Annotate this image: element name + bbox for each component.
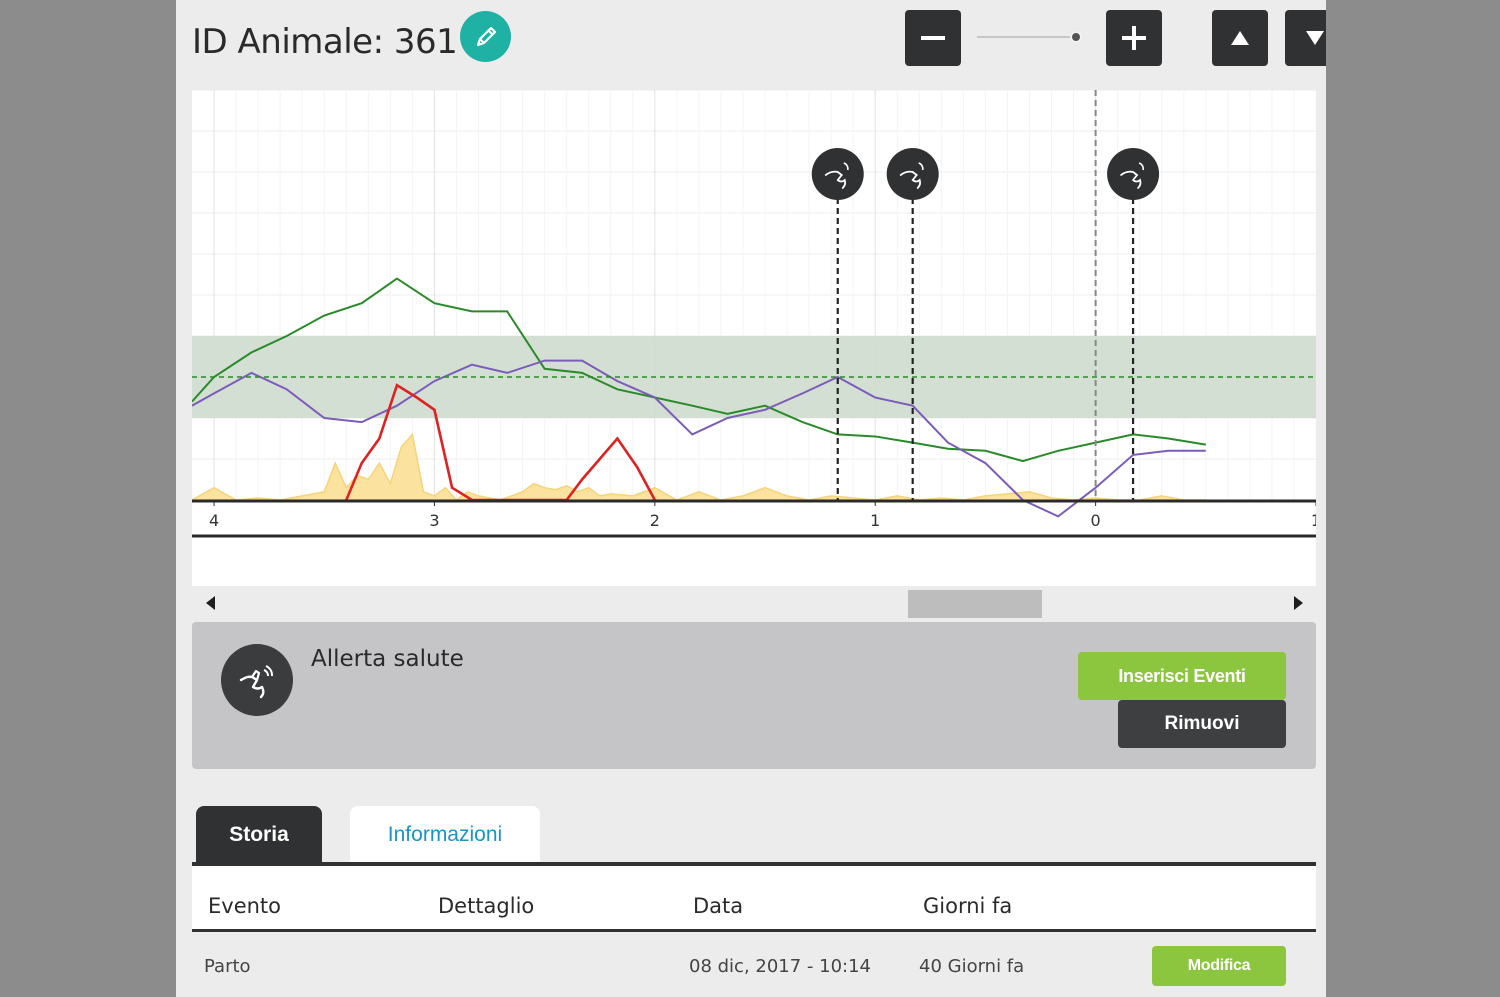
- tab-informazioni[interactable]: Informazioni: [350, 806, 540, 863]
- x-tick-label: 0: [1091, 511, 1101, 530]
- pencil-icon: [476, 26, 496, 46]
- animal-panel: ID Animale: 361 4 3 2 1 0 1: [176, 0, 1326, 997]
- alert-title: Allerta salute: [311, 646, 464, 672]
- insert-events-button[interactable]: Inserisci Eventi: [1078, 652, 1286, 700]
- x-tick-label: 2: [650, 511, 660, 530]
- zoom-in-button[interactable]: [1106, 10, 1162, 66]
- alert-panel: Allerta salute Inserisci Eventi Rimuovi: [192, 622, 1316, 769]
- series-purple-line: [191, 359, 1206, 518]
- health-alert-glyph: [1120, 170, 1142, 189]
- health-alert-glyph: [899, 170, 921, 189]
- move-down-button[interactable]: [1285, 10, 1326, 66]
- minus-icon: [921, 36, 945, 40]
- arrow-down-icon: [1306, 31, 1324, 45]
- zoom-slider-track[interactable]: [977, 36, 1081, 38]
- tab-storia[interactable]: Storia: [196, 806, 322, 863]
- scroll-right-arrow-icon[interactable]: [1294, 596, 1303, 610]
- arrow-up-icon: [1231, 31, 1249, 45]
- scroll-thumb[interactable]: [908, 590, 1042, 618]
- tab-divider: [192, 862, 1316, 866]
- plus-icon: [1122, 26, 1146, 50]
- health-alert-icon: [221, 644, 293, 716]
- x-tick-label: 1: [1311, 511, 1316, 530]
- column-header-evento: Evento: [208, 894, 282, 918]
- health-alert-waves: [843, 162, 849, 171]
- zoom-out-button[interactable]: [905, 10, 961, 66]
- table-row: Parto 08 dic, 2017 - 10:14 40 Giorni fa …: [192, 932, 1316, 997]
- scroll-left-arrow-icon[interactable]: [206, 596, 215, 610]
- x-tick-label: 4: [209, 511, 219, 530]
- health-alert-waves: [918, 162, 924, 171]
- x-tick-label: 3: [429, 511, 439, 530]
- column-header-data: Data: [693, 894, 744, 918]
- health-alert-waves: [1138, 162, 1144, 171]
- health-alert-icon[interactable]: [886, 148, 939, 200]
- cell-giorni-fa: 40 Giorni fa: [919, 956, 1025, 977]
- health-alert-icon[interactable]: [811, 148, 864, 200]
- x-tick-label: 1: [870, 511, 880, 530]
- chart-scrollbar[interactable]: [192, 586, 1316, 622]
- page-title: ID Animale: 361: [192, 22, 458, 62]
- remove-button[interactable]: Rimuovi: [1118, 700, 1286, 748]
- table-header: Evento Dettaglio Data Giorni fa: [192, 866, 1316, 932]
- column-header-dettaglio: Dettaglio: [438, 894, 535, 918]
- health-alert-icon[interactable]: [1107, 148, 1160, 200]
- edit-button[interactable]: [460, 11, 511, 62]
- chart-svg: 4 3 2 1 0 1: [189, 89, 1321, 538]
- edit-row-button[interactable]: Modifica: [1152, 946, 1286, 986]
- health-alert-glyph: [824, 170, 847, 189]
- activity-chart[interactable]: 4 3 2 1 0 1: [189, 89, 1321, 586]
- cell-data: 08 dic, 2017 - 10:14: [689, 956, 872, 977]
- move-up-button[interactable]: [1212, 10, 1268, 66]
- cell-evento: Parto: [204, 956, 251, 977]
- zoom-slider-thumb[interactable]: [1069, 31, 1082, 43]
- series-green-line: [191, 277, 1206, 463]
- column-header-giorni-fa: Giorni fa: [923, 894, 1013, 918]
